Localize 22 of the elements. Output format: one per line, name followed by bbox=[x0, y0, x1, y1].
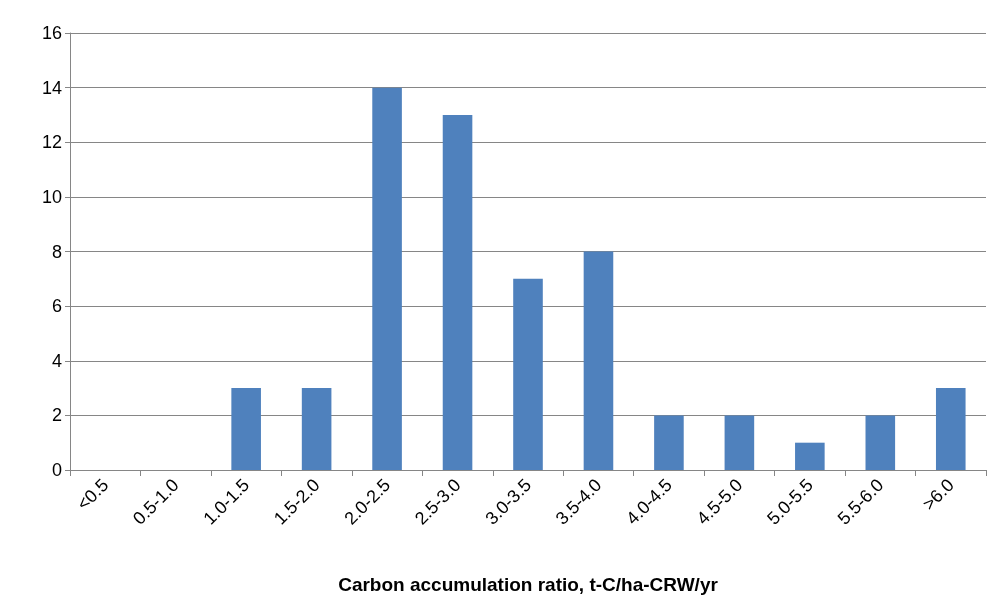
y-tick-label: 10 bbox=[41, 186, 62, 207]
bar bbox=[513, 278, 543, 470]
y-tick-label: 4 bbox=[51, 350, 62, 371]
y-tick-label: 6 bbox=[51, 296, 62, 317]
y-tick-label: 0 bbox=[51, 460, 62, 480]
y-tick-label: 14 bbox=[41, 77, 62, 98]
bar bbox=[583, 251, 614, 470]
y-tick-label: 16 bbox=[41, 23, 62, 43]
bar bbox=[372, 87, 402, 470]
bar bbox=[231, 388, 261, 470]
bar bbox=[795, 442, 825, 470]
bar bbox=[654, 415, 684, 470]
y-tick-label: 2 bbox=[51, 405, 62, 426]
y-tick-label: 8 bbox=[51, 241, 62, 262]
bar bbox=[301, 388, 332, 470]
bar bbox=[935, 388, 966, 470]
bar bbox=[724, 415, 755, 470]
y-tick-label: 12 bbox=[41, 132, 62, 153]
bar bbox=[442, 114, 473, 470]
x-tick-label: <0.5 bbox=[73, 474, 113, 515]
bar bbox=[865, 415, 896, 470]
x-axis-title: Carbon accumulation ratio, t-C/ha-CRW/yr bbox=[338, 574, 719, 595]
